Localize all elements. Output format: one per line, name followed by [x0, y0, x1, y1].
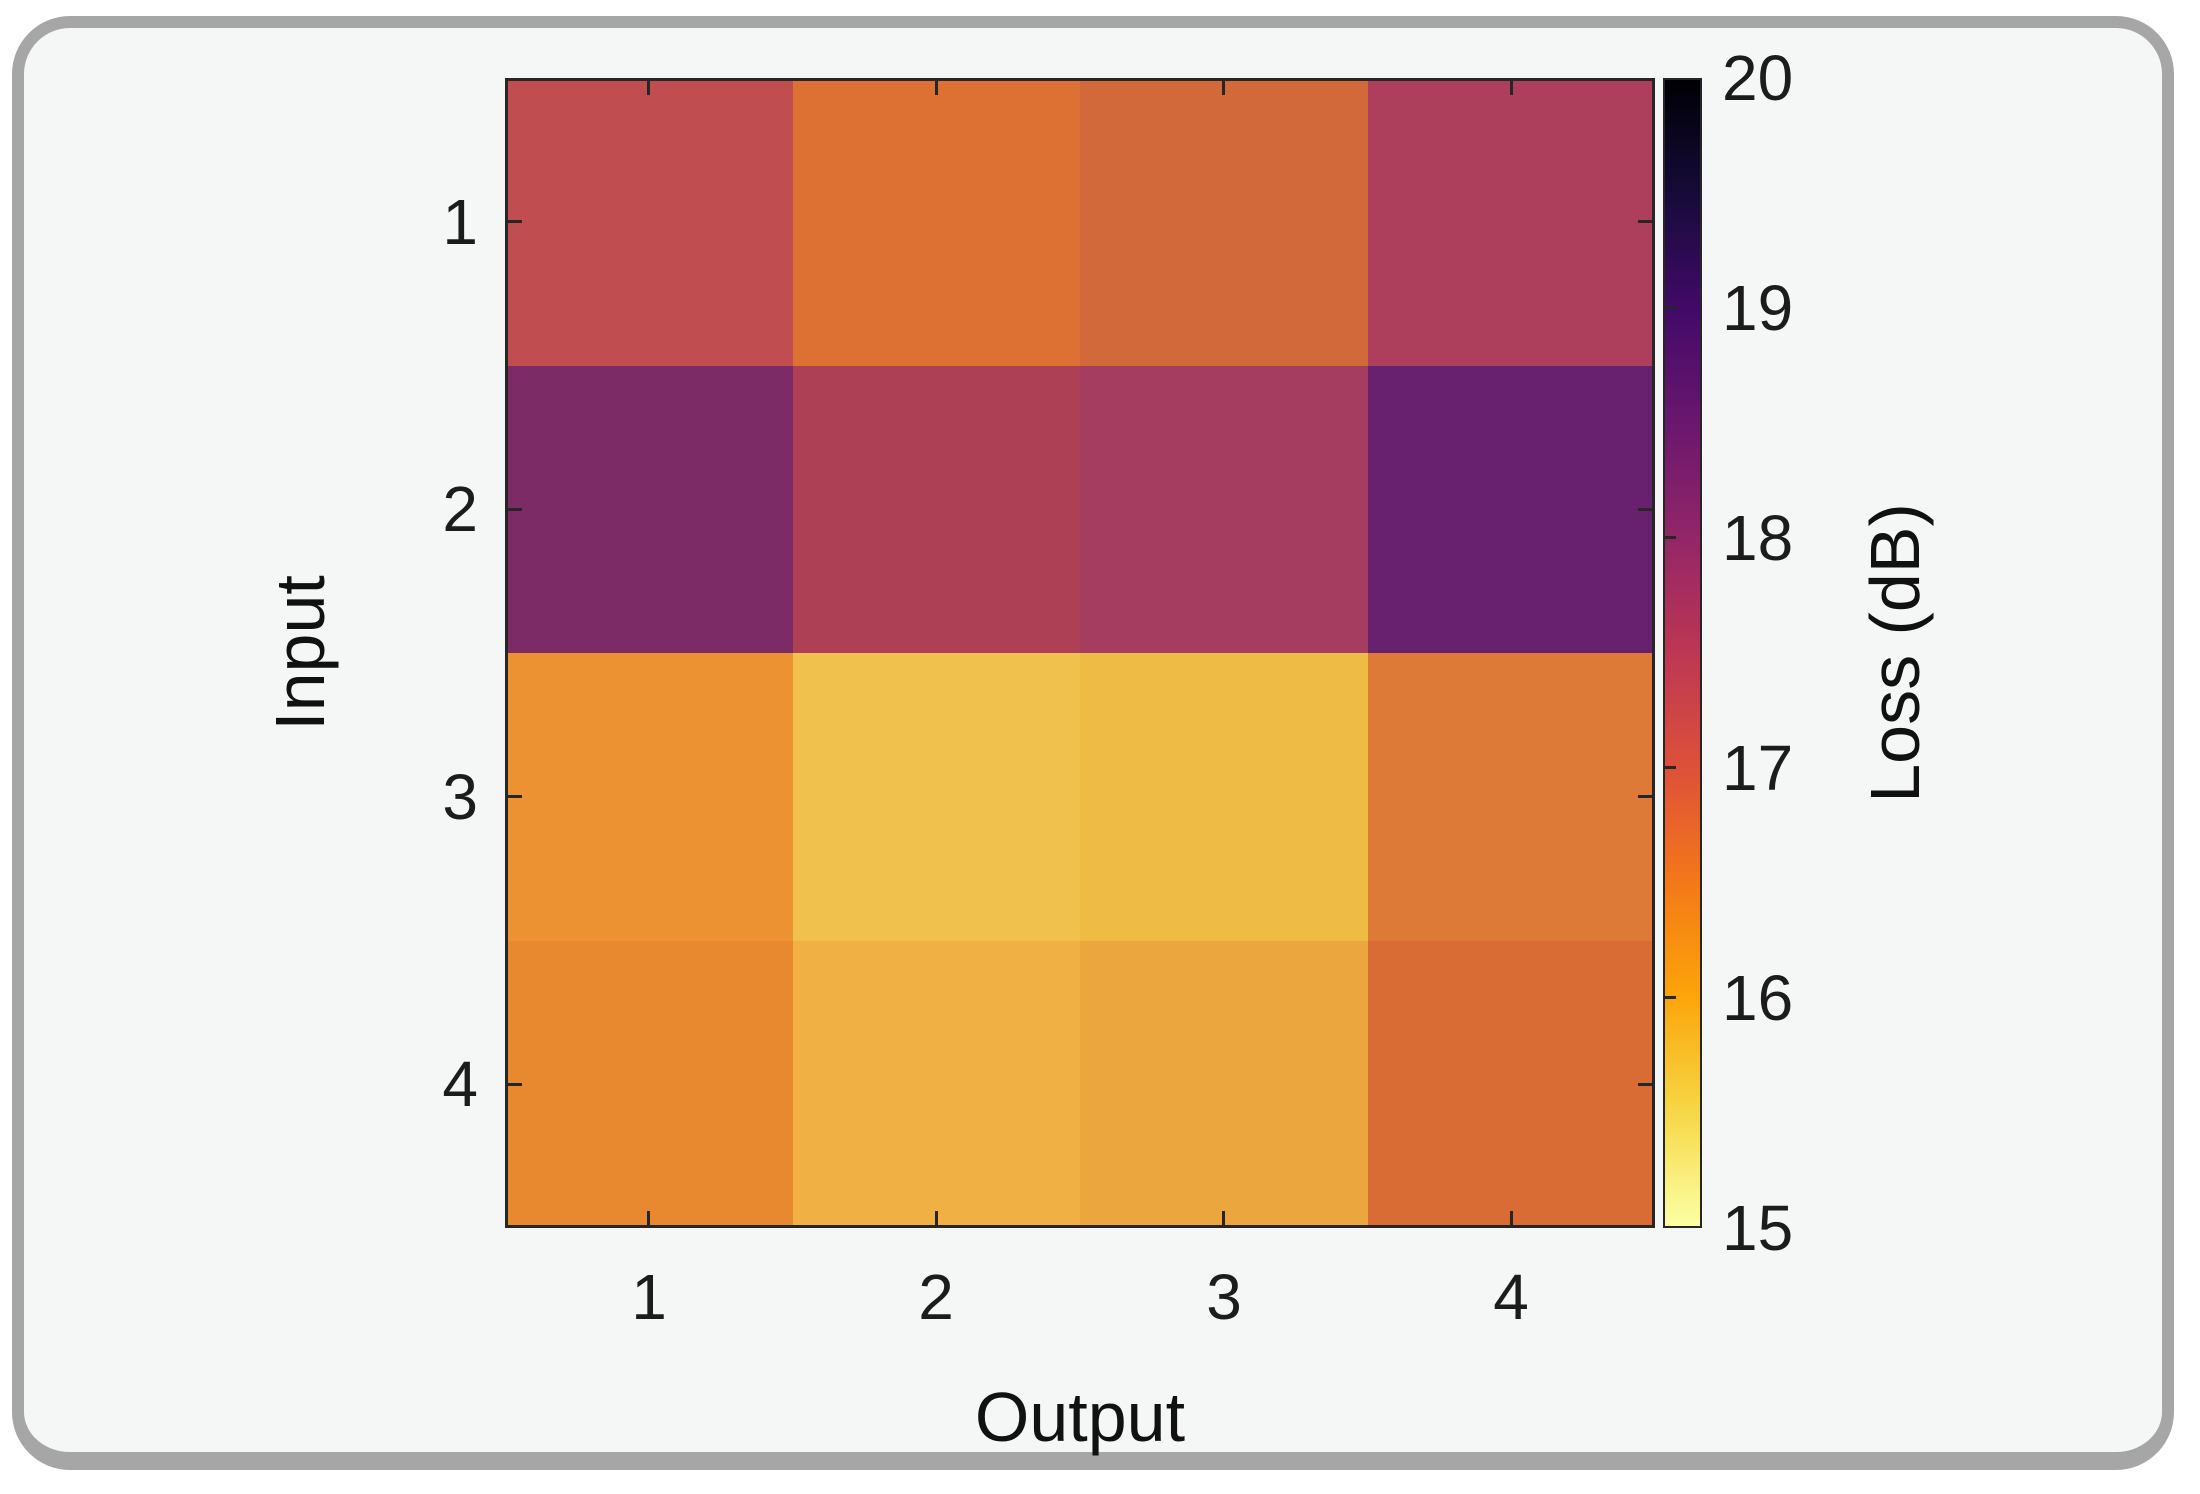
colorbar-tick-label: 20: [1722, 42, 1794, 114]
y-axis-tick-right: [1638, 1083, 1652, 1086]
y-axis-tick-left: [508, 795, 522, 798]
heatmap-cell: [1367, 940, 1655, 1228]
heatmap-cell: [792, 653, 1080, 941]
x-tick-label: 1: [631, 1261, 667, 1333]
colorbar-tick-label: 16: [1722, 962, 1794, 1034]
x-axis-tick-top: [1222, 81, 1225, 95]
heatmap-cell: [792, 365, 1080, 653]
colorbar-tick: [1665, 766, 1676, 769]
heatmap-cell: [1367, 653, 1655, 941]
heatmap-cell: [1367, 365, 1655, 653]
x-axis-tick-bottom: [1222, 1211, 1225, 1225]
heatmap-cell: [1080, 365, 1368, 653]
heatmap-grid: [505, 78, 1655, 1228]
x-axis-title: Output: [974, 1378, 1186, 1456]
y-tick-label: 3: [442, 761, 478, 833]
x-tick-label: 2: [918, 1261, 954, 1333]
x-axis-tick-top: [935, 81, 938, 95]
heatmap-cell: [1080, 940, 1368, 1228]
heatmap-cell: [792, 78, 1080, 366]
colorbar-tick: [1665, 306, 1676, 309]
y-axis-tick-left: [508, 220, 522, 223]
y-tick-label: 4: [442, 1048, 478, 1120]
heatmap-cell: [792, 940, 1080, 1228]
y-axis-tick-right: [1638, 220, 1652, 223]
colorbar-tick-label: 18: [1722, 502, 1794, 574]
heatmap-cell: [1080, 78, 1368, 366]
colorbar-tick: [1665, 996, 1676, 999]
heatmap-cell: [505, 940, 793, 1228]
heatmap-cell: [1367, 78, 1655, 366]
colorbar-tick-label: 17: [1722, 732, 1794, 804]
colorbar-tick: [1665, 536, 1676, 539]
y-axis-tick-right: [1638, 795, 1652, 798]
y-axis-tick-left: [508, 508, 522, 511]
x-axis-tick-bottom: [1510, 1211, 1513, 1225]
y-axis-tick-left: [508, 1083, 522, 1086]
heatmap-cell: [505, 78, 793, 366]
y-tick-label: 2: [442, 473, 478, 545]
y-axis-title: Input: [261, 575, 339, 731]
x-axis-tick-bottom: [647, 1211, 650, 1225]
x-tick-label: 3: [1206, 1261, 1242, 1333]
colorbar-tick-label: 15: [1722, 1192, 1794, 1264]
heatmap-cell: [505, 653, 793, 941]
x-tick-label: 4: [1493, 1261, 1529, 1333]
heatmap-cell: [505, 365, 793, 653]
x-axis-tick-bottom: [935, 1211, 938, 1225]
colorbar-gradient: [1663, 78, 1702, 1228]
y-axis-tick-right: [1638, 508, 1652, 511]
heatmap-cell: [1080, 653, 1368, 941]
colorbar-title: Loss (dB): [1856, 503, 1934, 803]
y-tick-label: 1: [442, 186, 478, 258]
x-axis-tick-top: [1510, 81, 1513, 95]
colorbar-tick-label: 19: [1722, 272, 1794, 344]
x-axis-tick-top: [647, 81, 650, 95]
